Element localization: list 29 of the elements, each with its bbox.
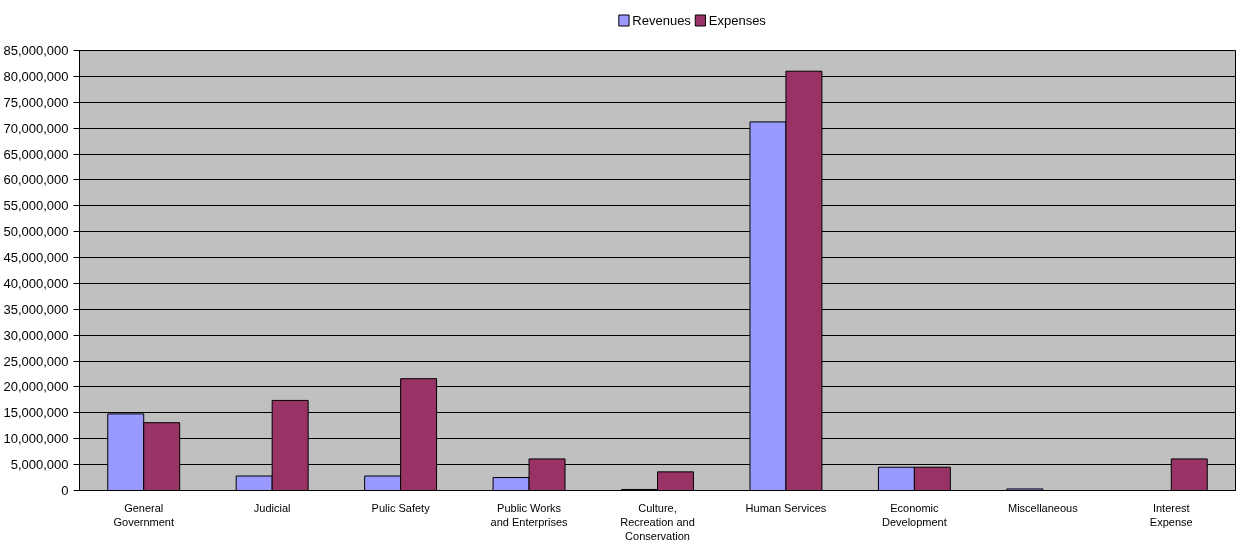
y-tick-label: 0 bbox=[61, 483, 69, 498]
y-tick-label: 45,000,000 bbox=[3, 250, 69, 266]
x-tick-label: Public Works and Enterprises bbox=[490, 501, 569, 528]
y-tick-label: 65,000,000 bbox=[3, 146, 69, 162]
y-tick-label: 50,000,000 bbox=[3, 224, 69, 240]
y-tick-label: 35,000,000 bbox=[3, 301, 69, 317]
y-tick-label: 5,000,000 bbox=[10, 457, 69, 473]
x-tick-label: Economic Development bbox=[881, 501, 947, 528]
y-tick-label: 15,000,000 bbox=[3, 405, 69, 421]
x-tick-label: Human Services bbox=[745, 501, 827, 514]
legend-label: Revenues bbox=[632, 13, 692, 28]
x-tick-label: Culture, Recreation and Conservation bbox=[620, 501, 695, 543]
x-tick-label: Judicial bbox=[253, 501, 291, 514]
legend-label: Expenses bbox=[708, 13, 767, 28]
y-tick-label: 40,000,000 bbox=[3, 275, 69, 291]
y-tick-label: 85,000,000 bbox=[3, 43, 69, 58]
y-tick-label: 30,000,000 bbox=[3, 327, 69, 343]
y-tick-label: 60,000,000 bbox=[3, 172, 69, 188]
y-tick-label: 10,000,000 bbox=[3, 431, 69, 447]
x-tick-label: Interest Expense bbox=[1149, 501, 1193, 528]
y-tick-label: 55,000,000 bbox=[3, 198, 69, 214]
x-tick-label: Pulic Safety bbox=[371, 501, 431, 514]
y-tick-label: 70,000,000 bbox=[3, 120, 69, 136]
y-tick-label: 80,000,000 bbox=[3, 68, 69, 84]
x-tick-label: Miscellaneous bbox=[1007, 501, 1079, 514]
x-tick-label: General Government bbox=[113, 501, 174, 528]
y-tick-label: 20,000,000 bbox=[3, 379, 69, 395]
y-tick-label: 25,000,000 bbox=[3, 353, 69, 369]
y-tick-label: 75,000,000 bbox=[3, 94, 69, 110]
